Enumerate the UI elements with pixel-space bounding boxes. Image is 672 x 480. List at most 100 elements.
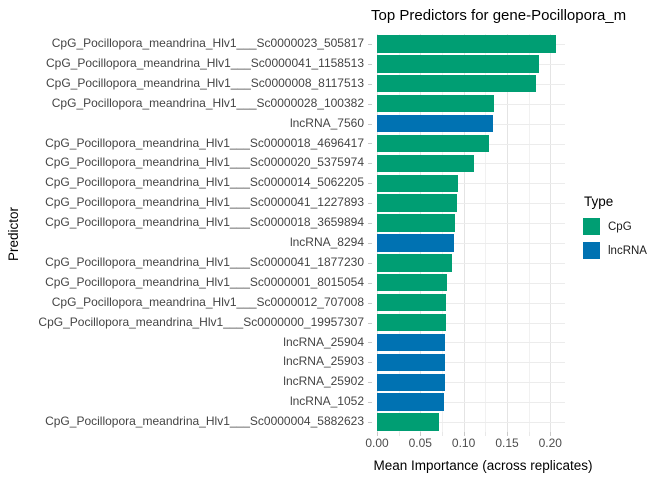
x-axis-tick-minor [485,432,487,436]
y-axis-tick [368,322,372,324]
legend-swatch-cpg [583,218,600,235]
gridline-horizontal [377,302,565,304]
bar-cpg-12 [377,274,448,292]
legend-label: CpG [608,220,632,233]
y-axis-label: lncRNA_25902 [283,374,364,389]
gridline-horizontal [377,183,565,185]
gridline-horizontal [377,262,565,264]
bar-lncrna-4 [377,114,494,133]
x-axis-tick-minor [528,432,530,436]
bar-cpg-11 [377,254,453,272]
gridline-horizontal [377,223,565,224]
bar-lncrna-18 [377,393,444,411]
y-axis-label: CpG_Pocillopora_meandrina_Hlv1___Sc00000… [45,75,364,90]
bar-cpg-6 [377,154,474,173]
gridline-major [377,34,378,432]
bar-lncrna-15 [377,333,446,352]
legend-items: CpG lncRNA [583,218,647,259]
y-axis-label: CpG_Pocillopora_meandrina_Hlv1___Sc00000… [45,414,364,429]
y-axis-tick [368,143,372,145]
y-axis-label: CpG_Pocillopora_meandrina_Hlv1___Sc00000… [45,55,364,70]
y-axis-label: CpG_Pocillopora_meandrina_Hlv1___Sc00000… [45,215,364,230]
y-axis-tick [368,163,372,165]
bar-cpg-1 [377,55,539,73]
legend-item-lncrna: lncRNA [583,242,647,259]
gridline-minor [485,34,487,432]
y-axis-labels: CpG_Pocillopora_meandrina_Hlv1___Sc00000… [4,34,364,432]
x-tick-label: 0.05 [408,436,432,450]
gridline-minor [442,34,443,432]
y-axis-tick [368,362,372,364]
gridline-horizontal [377,242,565,244]
gridline-major [507,34,508,432]
gridline-horizontal [377,203,565,205]
legend: Type CpG lncRNA [583,194,647,266]
y-axis-tick [368,103,372,105]
y-axis-tick [368,83,372,85]
bar-lncrna-16 [377,353,445,372]
gridline-horizontal [377,322,565,324]
y-axis-tick [368,242,372,244]
x-axis-tick [463,432,465,436]
bar-cpg-14 [377,313,447,332]
y-axis-label: CpG_Pocillopora_meandrina_Hlv1___Sc00000… [45,195,364,210]
x-axis-tick-minor [442,432,443,436]
bar-cpg-9 [377,214,455,232]
gridline-horizontal [377,402,565,404]
y-axis-label: CpG_Pocillopora_meandrina_Hlv1___Sc00000… [45,135,364,150]
y-axis-label: lncRNA_8294 [289,235,364,249]
gridline-horizontal [377,382,565,384]
y-axis-label: CpG_Pocillopora_meandrina_Hlv1___Sc00000… [45,175,364,190]
gridline-major [420,34,422,432]
x-axis-tick [420,432,422,436]
x-axis-tick [550,432,552,436]
gridline-horizontal [377,362,565,364]
bar-cpg-5 [377,134,489,153]
y-axis-tick [368,203,372,205]
y-axis-label: lncRNA_7560 [289,115,364,130]
gridline-minor [528,34,530,432]
x-tick-label: 0.10 [451,436,476,450]
x-axis-tick [507,432,508,436]
x-axis-title: Mean Importance (across replicates) [373,458,593,473]
y-axis-tick [368,342,372,344]
gridline-horizontal [377,342,565,344]
y-axis-tick [368,123,372,125]
x-tick-label: 0.15 [495,436,519,450]
y-axis-tick [368,223,372,224]
x-tick-label: 0.00 [365,436,389,450]
bar-cpg-8 [377,194,457,212]
y-axis-tick [368,63,372,65]
chart-title: Top Predictors for gene-Pocillopora_m [371,7,627,24]
legend-swatch-lncrna [583,242,600,259]
y-axis-tick [368,183,372,185]
bar-cpg-13 [377,293,447,312]
bar-cpg-0 [377,35,557,53]
x-axis-tick [377,432,378,436]
y-axis-tick [368,422,372,423]
y-axis-tick [368,302,372,304]
y-axis-tick [368,282,372,284]
y-axis-tick [368,44,372,45]
gridline-minor [398,34,400,432]
bar-cpg-2 [377,75,537,93]
y-axis-label: CpG_Pocillopora_meandrina_Hlv1___Sc00000… [51,95,364,110]
y-axis-tick [368,402,372,404]
y-axis-tick [368,382,372,384]
y-axis-tick [368,262,372,264]
legend-label: lncRNA [608,244,647,257]
y-axis-label: CpG_Pocillopora_meandrina_Hlv1___Sc00000… [51,36,364,50]
x-axis-tick-minor [398,432,400,436]
bar-cpg-7 [377,174,458,192]
gridline-horizontal [377,282,565,284]
gridline-major [550,34,552,432]
y-axis-label: CpG_Pocillopora_meandrina_Hlv1___Sc00000… [51,294,364,309]
y-axis-label: lncRNA_1052 [289,394,364,409]
bar-lncrna-17 [377,373,445,391]
y-axis-label: CpG_Pocillopora_meandrina_Hlv1___Sc00000… [38,314,364,329]
y-axis-label: CpG_Pocillopora_meandrina_Hlv1___Sc00000… [45,155,364,170]
gridline-major [463,34,465,432]
legend-item-cpg: CpG [583,218,647,235]
legend-title: Type [584,194,614,209]
